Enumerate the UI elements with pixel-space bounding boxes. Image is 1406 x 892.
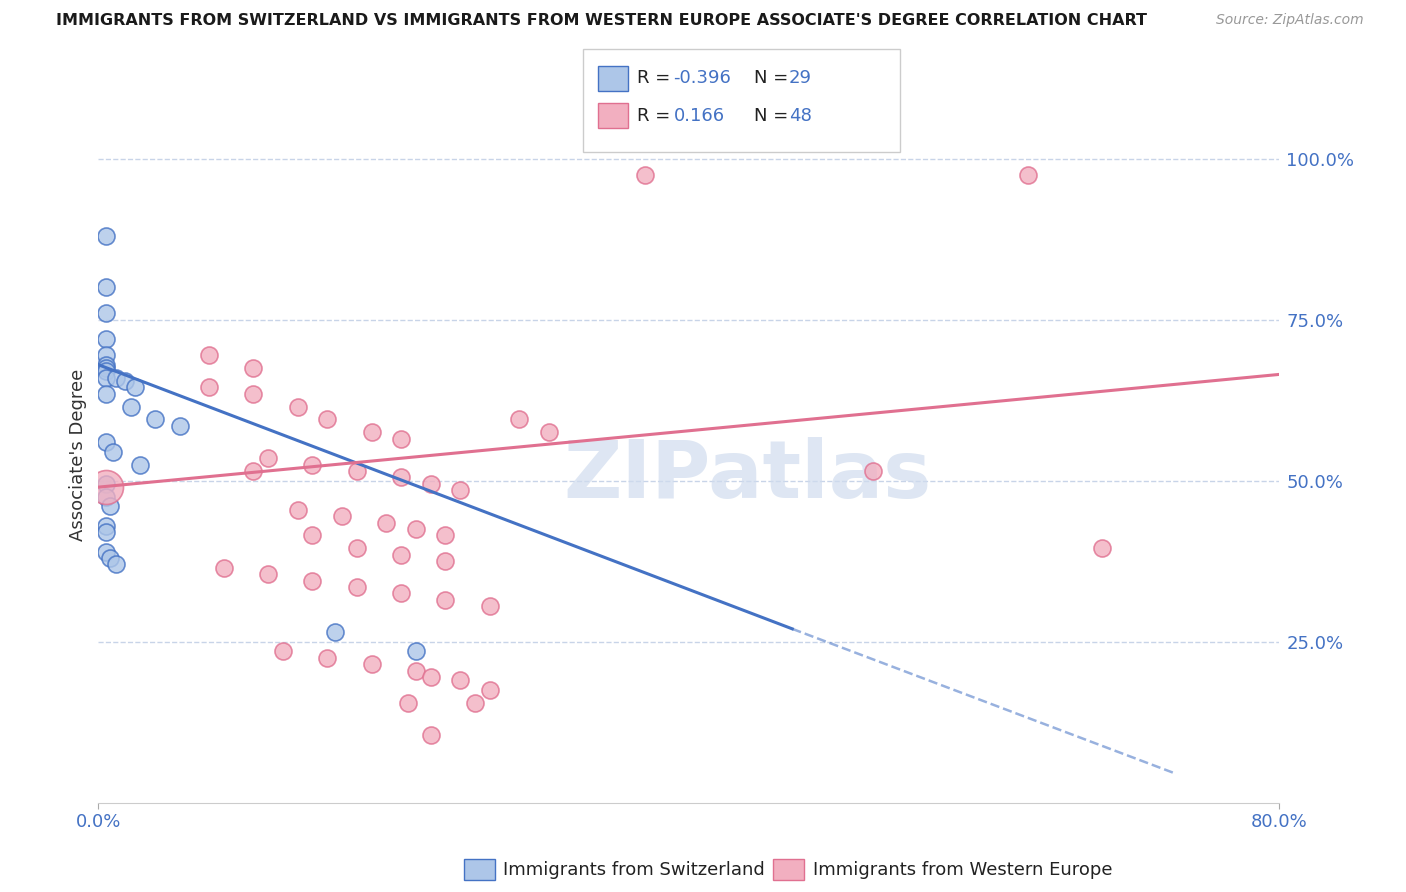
Point: [1091, 541, 1114, 556]
Point: [242, 386, 264, 401]
Y-axis label: Associate's Degree: Associate's Degree: [69, 368, 87, 541]
Point: [212, 560, 235, 574]
Point: [94, 518, 117, 533]
Text: Source: ZipAtlas.com: Source: ZipAtlas.com: [1216, 13, 1364, 28]
Point: [375, 516, 398, 530]
Point: [419, 476, 441, 491]
Point: [169, 419, 191, 434]
Point: [389, 432, 412, 446]
Text: N =: N =: [754, 70, 793, 87]
Point: [360, 425, 382, 440]
Text: -0.396: -0.396: [673, 70, 731, 87]
Point: [94, 228, 117, 243]
Point: [242, 360, 264, 375]
Point: [464, 696, 486, 710]
Text: Immigrants from Western Europe: Immigrants from Western Europe: [813, 861, 1112, 879]
Point: [98, 551, 121, 566]
Point: [301, 574, 323, 588]
Text: Immigrants from Switzerland: Immigrants from Switzerland: [503, 861, 765, 879]
Point: [419, 670, 441, 684]
Point: [405, 522, 427, 536]
Point: [862, 464, 884, 478]
Point: [396, 696, 419, 710]
Point: [478, 599, 501, 614]
Point: [301, 528, 323, 542]
Point: [128, 458, 150, 472]
Point: [94, 386, 117, 401]
Text: ZIPatlas: ZIPatlas: [564, 437, 932, 515]
Point: [346, 580, 368, 594]
Point: [98, 500, 121, 514]
Point: [94, 280, 117, 294]
Point: [434, 554, 457, 568]
Point: [94, 348, 117, 362]
Point: [405, 644, 427, 658]
Text: N =: N =: [754, 107, 793, 125]
Point: [287, 502, 309, 516]
Point: [124, 380, 146, 394]
Point: [143, 412, 166, 426]
Point: [405, 664, 427, 678]
Point: [198, 380, 221, 394]
Point: [105, 370, 128, 384]
Point: [478, 683, 501, 698]
Point: [94, 525, 117, 540]
Point: [449, 673, 471, 688]
Point: [330, 509, 353, 524]
Point: [389, 548, 412, 562]
Point: [94, 306, 117, 320]
Point: [103, 444, 125, 458]
Point: [346, 541, 368, 556]
Point: [434, 592, 457, 607]
Text: 48: 48: [789, 107, 811, 125]
Point: [360, 657, 382, 672]
Point: [271, 644, 294, 658]
Point: [323, 625, 346, 640]
Text: 0.166: 0.166: [673, 107, 724, 125]
Point: [346, 464, 368, 478]
Point: [94, 544, 117, 558]
Point: [389, 586, 412, 600]
Point: [120, 400, 142, 414]
Point: [449, 483, 471, 498]
Point: [389, 470, 412, 484]
Point: [114, 374, 136, 388]
Point: [316, 651, 339, 665]
Point: [537, 425, 560, 440]
Text: IMMIGRANTS FROM SWITZERLAND VS IMMIGRANTS FROM WESTERN EUROPE ASSOCIATE'S DEGREE: IMMIGRANTS FROM SWITZERLAND VS IMMIGRANT…: [56, 13, 1147, 29]
Point: [1017, 168, 1039, 182]
Point: [94, 480, 117, 494]
Point: [301, 458, 323, 472]
Point: [287, 400, 309, 414]
Point: [94, 358, 117, 372]
Point: [198, 348, 221, 362]
Point: [257, 567, 280, 582]
Text: R =: R =: [637, 107, 682, 125]
Point: [105, 558, 128, 572]
Point: [508, 412, 530, 426]
Text: R =: R =: [637, 70, 676, 87]
Point: [633, 168, 655, 182]
Point: [94, 364, 117, 378]
Point: [242, 464, 264, 478]
Point: [94, 490, 117, 504]
Text: 29: 29: [789, 70, 811, 87]
Point: [94, 360, 117, 375]
Point: [94, 370, 117, 384]
Point: [419, 728, 441, 742]
Point: [434, 528, 457, 542]
Point: [316, 412, 339, 426]
Point: [94, 435, 117, 450]
Point: [257, 451, 280, 466]
Point: [94, 332, 117, 346]
Point: [94, 476, 117, 491]
